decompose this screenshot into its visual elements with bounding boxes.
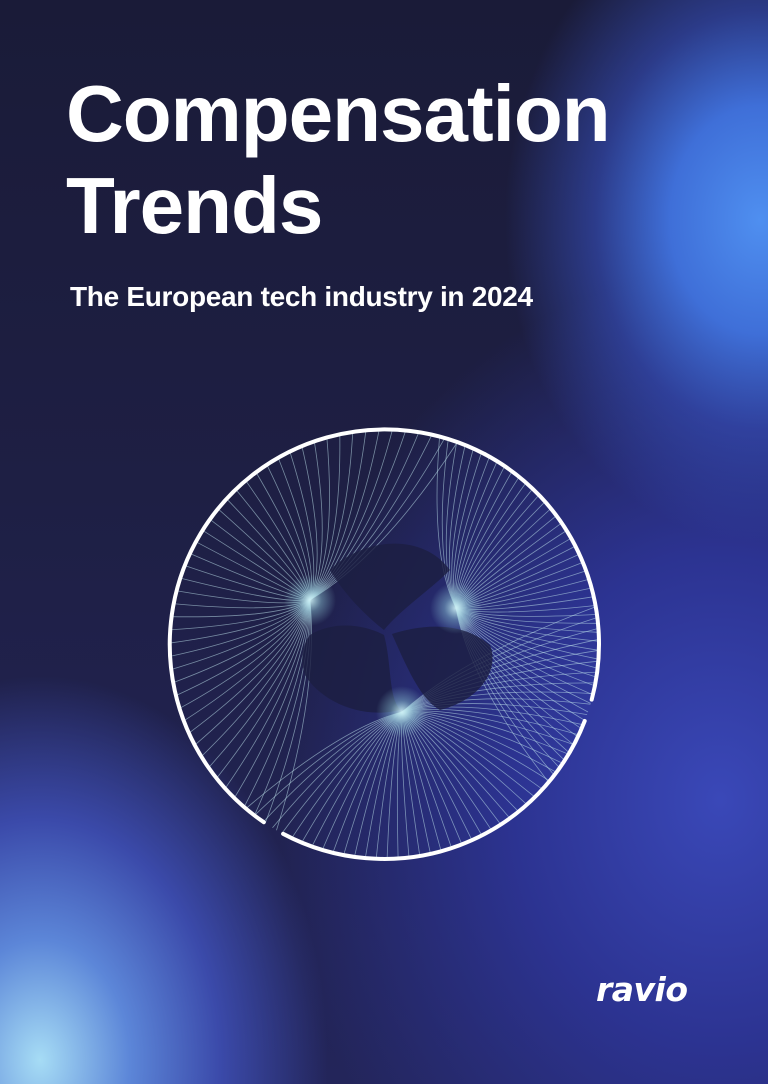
cover-title-line-1: Compensation (66, 69, 611, 158)
glows (284, 574, 482, 738)
center-holes (302, 543, 493, 713)
ravio-logo: ravio (596, 970, 688, 1009)
focal-glow (284, 574, 336, 626)
fan-line (215, 599, 311, 779)
outer-ring (167, 427, 601, 861)
circular-fan-emblem-icon (167, 427, 601, 861)
ring-arc (167, 427, 487, 825)
cover-subtitle: The European tech industry in 2024 (70, 281, 533, 312)
ring-arc (281, 719, 587, 861)
cover-title-line-2: Trends (66, 161, 323, 250)
fan-line (401, 709, 580, 736)
emblem-lobe (302, 625, 400, 713)
fan-line (254, 711, 403, 816)
emblem-lobe (392, 626, 493, 710)
cover-title: Compensation Trends (66, 68, 611, 252)
ring-arc (482, 452, 601, 702)
emblem-lobe (330, 543, 450, 630)
fan-line (245, 711, 403, 810)
focal-glow (376, 686, 428, 738)
focal-glow (430, 582, 482, 634)
